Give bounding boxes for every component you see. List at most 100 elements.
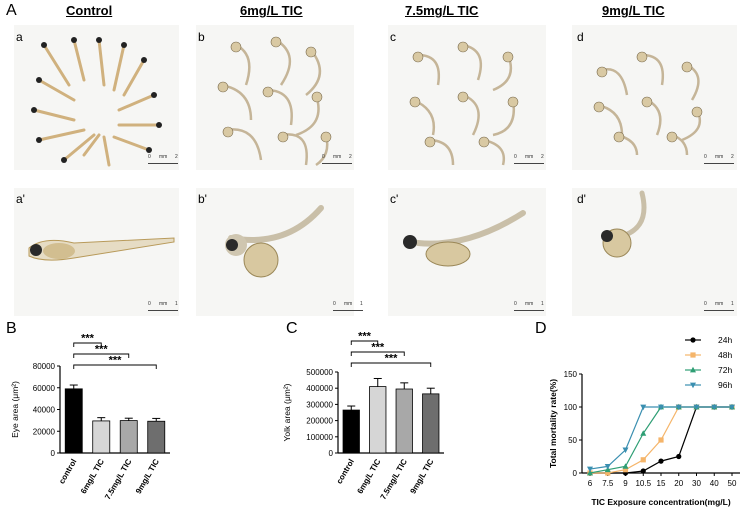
y-tick-label: 60000 — [33, 384, 56, 393]
data-point — [711, 404, 718, 411]
data-point — [605, 470, 611, 476]
data-point — [587, 466, 593, 473]
x-tick-label: 9 — [623, 479, 628, 488]
x-tick-label: 20 — [674, 479, 683, 488]
scale-bar: 0 mm 1 — [148, 301, 178, 311]
y-tick-label: 100000 — [306, 433, 333, 442]
photo-control-group — [14, 25, 179, 170]
subpanel-letter: d' — [577, 192, 586, 206]
photo-control-single — [14, 188, 179, 316]
x-tick-label: 9mg/L TIC — [134, 457, 161, 495]
x-tick-label: 7.5mg/L TIC — [103, 457, 134, 501]
data-point — [640, 404, 647, 411]
column-title-control: Control — [66, 3, 113, 18]
bar — [119, 420, 138, 454]
significance-label: *** — [95, 344, 109, 356]
x-tick-label: 6 — [588, 479, 593, 488]
y-tick-label: 50 — [568, 436, 577, 445]
x-tick-label: 7.5mg/L TIC — [379, 457, 410, 501]
larva-single-image — [225, 205, 324, 278]
data-point — [587, 469, 593, 476]
data-point — [690, 382, 696, 389]
data-point — [622, 463, 629, 469]
scale-bar: 0 mm 2 — [514, 154, 544, 164]
bar — [92, 420, 111, 454]
bar — [395, 388, 413, 454]
scale-bar: 0 mm 2 — [322, 154, 352, 164]
data-point — [690, 366, 696, 373]
x-tick-label: control — [57, 458, 78, 486]
subpanel-letter: b — [198, 30, 205, 44]
eye-area-chart: 0 20000 40000 60000 80000 Eye area (μm²) contr… — [10, 333, 170, 501]
x-tick-label: 7.5 — [602, 479, 614, 488]
subpanel-letter: a' — [16, 192, 25, 206]
x-tick-label: 15 — [657, 479, 666, 488]
significance-label: *** — [358, 331, 372, 343]
significance-bracket — [73, 353, 130, 358]
significance-bracket — [350, 362, 432, 367]
y-tick-label: 20000 — [33, 427, 56, 436]
y-tick-label: 80000 — [33, 362, 56, 371]
subpanel-letter: b' — [198, 192, 207, 206]
data-point — [690, 352, 696, 358]
significance-bracket — [73, 364, 157, 369]
significance-bracket — [350, 351, 405, 356]
y-tick-label: 500000 — [306, 368, 333, 377]
photo-9mg-group — [572, 25, 737, 170]
larva-single-image — [28, 237, 175, 261]
scale-bar: 0 mm 1 — [704, 301, 734, 311]
significance-bracket — [73, 342, 102, 347]
yolk-area-chart: 0 100000 200000 300000 400000 500000 Yolk area… — [282, 331, 444, 501]
x-tick-label: 40 — [710, 479, 719, 488]
larvae-group-image — [217, 36, 332, 167]
bar — [369, 386, 387, 454]
significance-label: *** — [81, 333, 95, 345]
data-point — [622, 447, 629, 454]
y-axis-label: Eye area (μm²) — [10, 381, 20, 438]
significance-label: *** — [371, 342, 385, 354]
column-title-7-5mg: 7.5mg/L TIC — [405, 3, 479, 18]
significance-label: *** — [385, 353, 399, 365]
data-point — [640, 457, 646, 463]
y-tick-label: 0 — [573, 469, 578, 478]
x-tick-label: 50 — [728, 479, 737, 488]
y-tick-label: 300000 — [306, 400, 333, 409]
scale-bar: 0 mm 2 — [148, 154, 178, 164]
photo-7-5mg-group — [388, 25, 546, 170]
y-tick-label: 0 — [51, 449, 56, 458]
x-tick-label: 6mg/L TIC — [355, 457, 382, 495]
mortality-line-chart: 0 50 100 150 6 7.5 9 10.5 15 20 30 40 50 TIC Exposure… — [548, 335, 740, 507]
legend-label: 48h — [718, 350, 732, 360]
larvae-group-image — [31, 37, 162, 167]
panel-label-c: C — [286, 320, 298, 337]
y-tick-label: 200000 — [306, 417, 333, 426]
bar — [147, 420, 166, 454]
significance-bracket — [350, 340, 379, 345]
larva-single-image — [403, 210, 526, 267]
data-point — [693, 404, 700, 411]
x-tick-label: 6mg/L TIC — [79, 457, 106, 495]
photo-6mg-single — [196, 188, 354, 316]
larvae-group-image — [593, 51, 703, 156]
photo-6mg-group — [196, 25, 354, 170]
legend-label: 96h — [718, 380, 732, 390]
data-point — [640, 468, 646, 474]
data-point — [622, 467, 629, 473]
legend-label: 72h — [718, 365, 732, 375]
data-point — [729, 404, 735, 411]
photo-9mg-single — [572, 188, 737, 316]
data-point — [676, 453, 682, 460]
column-title-6mg: 6mg/L TIC — [240, 3, 303, 18]
x-tick-label: control — [335, 458, 356, 486]
y-tick-label: 150 — [564, 370, 578, 379]
subpanel-letter: c — [390, 30, 396, 44]
x-axis-label: TIC Exposure concentration(mg/L) — [591, 497, 730, 507]
y-tick-label: 100 — [564, 403, 578, 412]
scale-bar: 0 mm 1 — [333, 301, 363, 311]
larvae-group-image — [409, 41, 519, 166]
scale-bar: 0 mm 2 — [704, 154, 734, 164]
x-tick-label: 10.5 — [635, 479, 651, 488]
data-point — [640, 430, 647, 436]
data-point — [658, 404, 664, 411]
column-title-9mg: 9mg/L TIC — [602, 3, 665, 18]
